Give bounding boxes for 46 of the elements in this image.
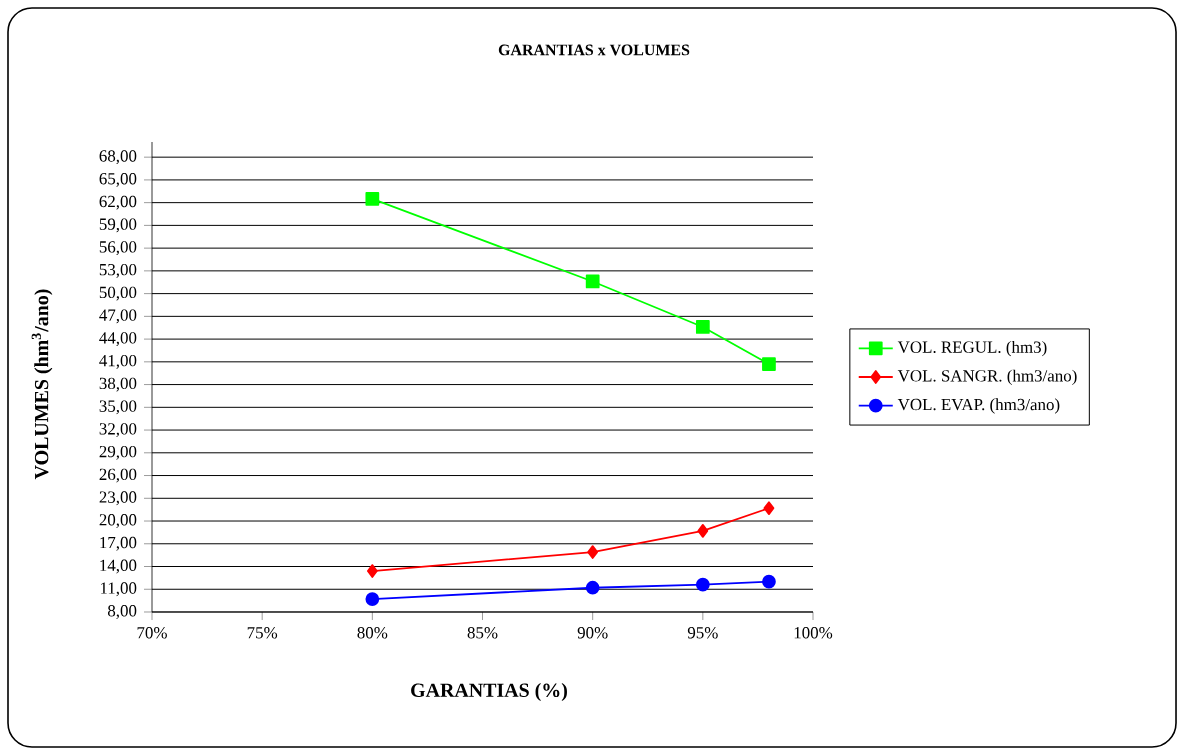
y-tick-label: 47,00 <box>99 309 137 324</box>
legend-label: VOL. REGUL. (hm3) <box>897 340 1047 357</box>
y-axis-title: VOLUMES (hm$^{3}$/ano) <box>31 289 53 480</box>
y-tick-label: 62,00 <box>99 195 137 210</box>
point <box>697 524 709 538</box>
point <box>585 580 600 595</box>
y-tick-label: 65,00 <box>99 172 137 187</box>
x-tick-label: 80% <box>357 627 388 639</box>
x-tick-label: 70% <box>137 627 167 639</box>
point <box>695 320 710 334</box>
y-tick-label: 11,00 <box>100 582 137 597</box>
point <box>366 564 378 578</box>
y-tick-label: 41,00 <box>99 354 137 369</box>
y-tick-label: 59,00 <box>99 218 137 233</box>
y-tick-label: 8,00 <box>107 605 137 619</box>
point <box>762 357 776 371</box>
y-tick-label: 32,00 <box>99 423 137 437</box>
chart-title: GARANTIAS x VOLUMES <box>498 44 690 56</box>
y-tick-label: 50,00 <box>99 286 137 301</box>
x-tick-label: 85% <box>467 627 498 639</box>
y-tick-label: 44,00 <box>99 332 137 347</box>
y-tick-label: 53,00 <box>99 263 137 278</box>
legend-label: VOL. SANGR. (hm3/ano) <box>897 369 1077 385</box>
y-tick-label: 68,00 <box>99 150 137 165</box>
point <box>762 574 776 589</box>
y-tick-label: 23,00 <box>99 491 137 506</box>
point <box>365 191 380 206</box>
point <box>763 501 775 516</box>
x-tick-label: 75% <box>247 627 278 639</box>
y-tick-label: 14,00 <box>100 559 137 574</box>
y-tick-label: 26,00 <box>99 468 137 483</box>
x-tick-label: 90% <box>577 627 608 639</box>
x-tick-label: 95% <box>687 627 718 639</box>
y-tick-label: 35,00 <box>99 400 137 415</box>
y-tick-label: 20,00 <box>99 514 137 528</box>
x-tick-label: 100% <box>794 627 833 639</box>
y-tick-label: 56,00 <box>99 241 137 256</box>
legend-label: VOL. EVAP. (hm3/ano) <box>897 398 1060 414</box>
y-tick-label: 38,00 <box>99 377 137 392</box>
y-tick-label: 17,00 <box>100 536 137 551</box>
y-tick-label: 29,00 <box>99 445 137 460</box>
x-axis-title: GARANTIAS (%) <box>411 682 567 702</box>
point <box>587 545 599 559</box>
point <box>585 274 600 289</box>
point <box>695 577 710 592</box>
point <box>365 592 380 606</box>
